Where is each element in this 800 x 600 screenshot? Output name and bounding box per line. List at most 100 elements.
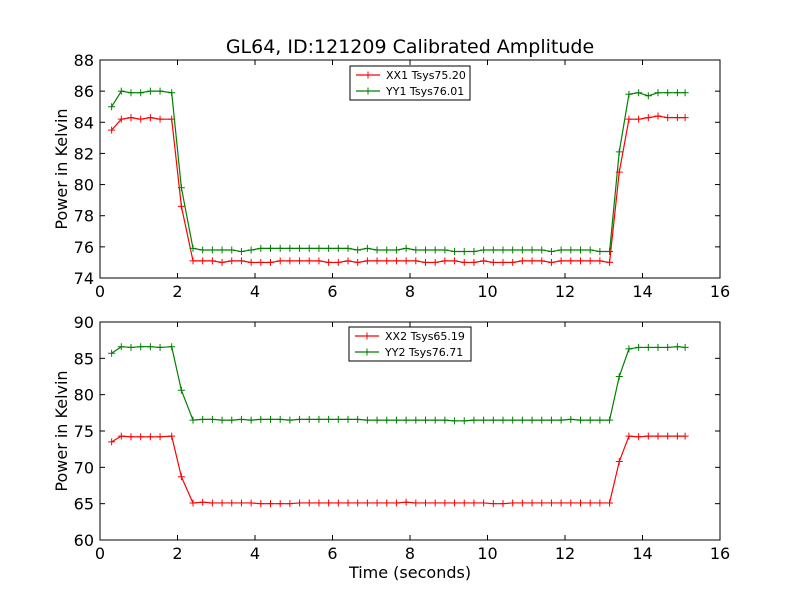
data-point-marker	[422, 246, 429, 254]
data-point-marker	[168, 343, 176, 351]
y-tick-label: 80	[74, 386, 94, 405]
data-point-marker	[509, 246, 517, 254]
x-tick-label: 10	[477, 282, 497, 301]
x-tick-label: 2	[172, 544, 182, 563]
data-point-marker	[137, 89, 145, 97]
data-point-marker	[470, 258, 478, 266]
legend-box	[349, 65, 471, 101]
data-point-marker	[392, 246, 400, 254]
data-point-marker	[635, 343, 643, 351]
data-point-marker	[177, 202, 185, 210]
data-point-marker	[247, 246, 255, 254]
data-point-marker	[586, 416, 594, 424]
x-tick-label: 14	[632, 544, 652, 563]
data-point-marker	[383, 257, 391, 265]
data-point-marker	[228, 246, 236, 254]
data-point-marker	[567, 246, 575, 254]
data-point-marker	[441, 257, 449, 265]
data-point-marker	[489, 246, 497, 254]
x-tick-label: 4	[250, 282, 260, 301]
data-point-marker	[489, 258, 497, 266]
data-point-marker	[373, 257, 381, 265]
data-point-marker	[325, 415, 333, 423]
data-point-marker	[315, 415, 323, 423]
data-point-marker	[586, 246, 594, 254]
figure-title: GL64, ID:121209 Calibrated Amplitude	[226, 36, 594, 58]
data-point-marker	[137, 433, 145, 441]
y-tick-label: 84	[74, 113, 94, 132]
data-point-marker	[168, 89, 176, 97]
data-point-marker	[538, 499, 546, 507]
data-point-marker	[373, 246, 381, 254]
data-point-marker	[596, 248, 604, 256]
data-point-marker	[499, 416, 507, 424]
x-tick-label: 16	[710, 282, 730, 301]
y-tick-label: 70	[74, 458, 94, 477]
data-point-marker	[470, 248, 478, 256]
data-point-marker	[247, 499, 255, 507]
data-point-marker	[528, 499, 536, 507]
data-point-marker	[146, 114, 154, 122]
y-tick-label: 85	[74, 349, 94, 368]
legend-entry-label: YY1 Tsys76.01	[385, 85, 464, 98]
data-point-marker	[431, 416, 439, 424]
data-point-marker	[305, 244, 313, 252]
data-point-marker	[237, 499, 245, 507]
data-point-marker	[451, 248, 459, 256]
data-point-marker	[402, 244, 410, 252]
data-point-marker	[146, 433, 154, 441]
data-point-marker	[422, 258, 429, 266]
x-tick-label: 10	[477, 544, 497, 563]
data-point-marker	[296, 257, 304, 265]
data-point-marker	[557, 257, 565, 265]
data-point-marker	[334, 499, 342, 507]
data-point-marker	[460, 417, 468, 425]
data-point-marker	[412, 416, 420, 424]
data-point-marker	[547, 248, 555, 256]
data-point-marker	[615, 373, 623, 380]
legend-entry-label: YY2 Tsys76.71	[384, 346, 463, 359]
data-point-marker	[499, 246, 507, 254]
data-point-marker	[267, 244, 274, 252]
data-point-marker	[383, 246, 391, 254]
data-point-marker	[267, 415, 274, 423]
data-point-marker	[199, 498, 207, 506]
data-point-marker	[334, 244, 342, 252]
data-point-marker	[518, 246, 526, 254]
data-point-marker	[470, 499, 478, 507]
x-tick-label: 2	[172, 282, 182, 301]
data-point-marker	[412, 257, 420, 265]
data-point-marker	[644, 114, 652, 122]
data-point-marker	[373, 499, 381, 507]
legend-swatch-marker	[364, 71, 372, 79]
data-point-marker	[363, 244, 371, 252]
data-point-marker	[422, 499, 429, 507]
data-point-marker	[577, 257, 584, 265]
data-point-marker	[108, 103, 116, 111]
data-point-marker	[499, 258, 507, 266]
data-point-marker	[325, 258, 333, 266]
data-point-marker	[606, 499, 614, 507]
x-tick-label: 8	[405, 544, 415, 563]
data-point-marker	[615, 148, 623, 156]
data-point-marker	[267, 500, 274, 508]
data-point-marker	[156, 433, 164, 441]
data-point-marker	[363, 499, 371, 507]
data-point-marker	[168, 432, 176, 440]
y-tick-label: 60	[74, 531, 94, 550]
data-point-marker	[538, 416, 546, 424]
data-point-marker	[625, 115, 633, 123]
legend: XX1 Tsys75.20 YY1 Tsys76.01	[349, 65, 471, 101]
data-point-marker	[146, 87, 154, 95]
data-point-marker	[480, 416, 488, 424]
data-point-marker	[127, 433, 135, 441]
data-point-marker	[315, 244, 323, 252]
legend-entry-label: XX1 Tsys75.20	[386, 69, 466, 82]
y-tick-label: 76	[74, 238, 94, 257]
legend-swatch-marker	[363, 348, 371, 356]
data-point-marker	[177, 386, 185, 394]
legend: XX2 Tsys65.19 YY2 Tsys76.71	[348, 326, 472, 362]
data-point-marker	[117, 115, 125, 123]
data-point-marker	[451, 417, 459, 425]
y-tick-label: 80	[74, 176, 94, 195]
